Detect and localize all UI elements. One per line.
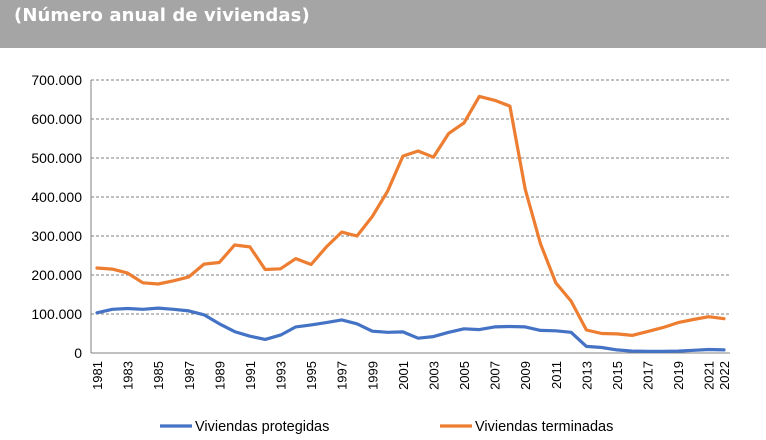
y-tick-label: 500.000 <box>31 150 82 166</box>
x-tick-label: 2015 <box>610 361 625 390</box>
legend: Viviendas protegidas Viviendas terminadas <box>160 419 613 435</box>
series-line-viviendas-terminadas <box>95 94 726 337</box>
x-tick-label: 2003 <box>426 361 441 390</box>
x-tick-label: 1999 <box>365 361 380 390</box>
series-line-viviendas-protegidas <box>95 306 726 353</box>
x-tick-label: 2022 <box>717 361 732 390</box>
y-tick-label: 600.000 <box>31 111 82 127</box>
chart-subtitle: (Número anual de viviendas) <box>14 5 310 26</box>
header-band: (Número anual de viviendas) <box>0 0 766 48</box>
line-chart: 0 100.000 200.000 300.000 400.000 500.000 600.… <box>31 72 732 435</box>
legend-label-viviendas-protegidas: Viviendas protegidas <box>195 419 329 435</box>
y-tick-label: 300.000 <box>31 228 82 244</box>
x-tick-label: 2009 <box>518 361 533 390</box>
x-tick-label: 2011 <box>549 361 564 389</box>
x-tick-label: 1991 <box>243 361 258 390</box>
y-tick-label: 0 <box>74 345 82 361</box>
x-tick-label: 2007 <box>488 361 503 390</box>
x-tick-label: 1997 <box>335 361 350 390</box>
y-tick-label: 100.000 <box>31 306 82 322</box>
x-tick-label: 2001 <box>396 361 411 390</box>
legend-label-viviendas-terminadas: Viviendas terminadas <box>475 419 613 435</box>
axes: 0 100.000 200.000 300.000 400.000 500.000 600.… <box>31 72 732 390</box>
x-tick-label: 1981 <box>90 361 105 390</box>
y-tick-label: 200.000 <box>31 267 82 283</box>
x-tick-label: 1993 <box>274 361 289 390</box>
x-tick-label: 1983 <box>121 361 136 390</box>
x-tick-label: 2019 <box>671 361 686 390</box>
x-tick-label: 2021 <box>702 361 717 390</box>
x-tick-label: 1995 <box>304 361 319 390</box>
x-tick-label: 2005 <box>457 361 472 390</box>
y-tick-label: 400.000 <box>31 189 82 205</box>
series-group <box>95 94 726 353</box>
x-tick-label: 2013 <box>579 361 594 390</box>
x-tick-label: 1989 <box>212 361 227 390</box>
grid <box>91 79 730 315</box>
x-tick-label: 2017 <box>641 361 656 390</box>
x-tick-label: 1985 <box>151 361 166 390</box>
y-tick-label: 700.000 <box>31 72 82 88</box>
x-tick-label: 1987 <box>182 361 197 390</box>
